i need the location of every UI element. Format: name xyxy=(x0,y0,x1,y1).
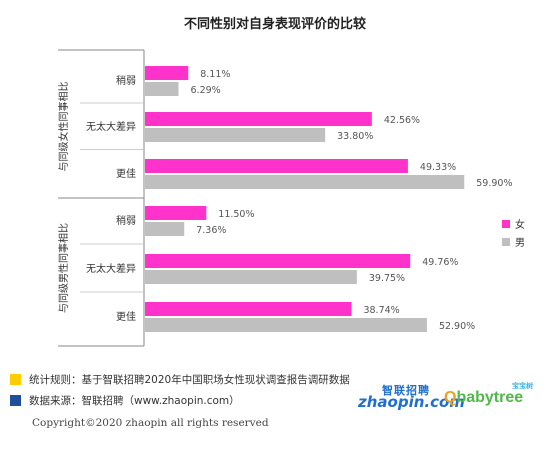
stat-rule-text: 统计规则：基于智联招聘2020年中国职场女性现状调查报告调研数据 xyxy=(29,374,350,386)
babytree-logo-cn: 宝宝树 xyxy=(512,382,533,390)
data-label: 7.36% xyxy=(196,225,226,236)
category-label: 稍弱 xyxy=(116,214,136,227)
category-label: 更佳 xyxy=(116,167,136,180)
chart-title: 不同性别对自身表现评价的比较 xyxy=(184,16,366,32)
legend: 女男 xyxy=(502,218,525,249)
zhaopin-logo-cn: 智联招聘 xyxy=(382,384,430,397)
group-label-1: 与同级女性同事相比 xyxy=(57,82,70,172)
bar-female xyxy=(145,112,372,126)
footer-stat-rule: 统计规则：基于智联招聘2020年中国职场女性现状调查报告调研数据 xyxy=(10,372,350,387)
data-label: 42.56% xyxy=(384,115,420,126)
bar-male xyxy=(145,175,465,189)
data-label: 52.90% xyxy=(439,321,475,332)
legend-label: 女 xyxy=(515,218,525,231)
bar-female xyxy=(145,159,408,173)
babytree-mark-icon: Q xyxy=(444,389,457,406)
bar-male xyxy=(145,128,326,142)
babytree-logo-en: Qbabytree xyxy=(444,389,523,407)
plot-area: 与同级女性同事相比 稍弱8.11%6.29%无太大差异42.56%33.80%更佳… xyxy=(57,49,513,347)
stat-rule-marker xyxy=(10,374,21,385)
bar-female xyxy=(145,302,352,316)
legend-swatch xyxy=(502,238,510,246)
category-label: 无太大差异 xyxy=(86,120,136,133)
data-label: 8.11% xyxy=(200,69,230,80)
bar-male xyxy=(145,270,357,284)
bar-male xyxy=(145,82,179,96)
group-label-2: 与同级男性同事相比 xyxy=(57,223,70,313)
category-label: 更佳 xyxy=(116,310,136,323)
legend-label: 男 xyxy=(515,237,525,249)
babytree-logo-text: babytree xyxy=(456,389,524,406)
data-label: 49.76% xyxy=(422,257,458,268)
source-text: 数据来源：智联招聘（www.zhaopin.com） xyxy=(29,395,240,407)
source-marker xyxy=(10,395,21,406)
bar-female xyxy=(145,254,411,268)
data-label: 33.80% xyxy=(337,131,373,142)
data-label: 49.33% xyxy=(420,162,456,173)
category-label: 无太大差异 xyxy=(86,262,136,275)
footer-source: 数据来源：智联招聘（www.zhaopin.com） xyxy=(10,393,240,408)
data-label: 59.90% xyxy=(476,178,512,189)
category-label: 稍弱 xyxy=(116,74,136,87)
zhaopin-logo: 智联招聘 zhaopin.com xyxy=(358,383,465,411)
data-label: 38.74% xyxy=(363,305,399,316)
data-label: 39.75% xyxy=(369,273,405,284)
zhaopin-logo-en: zhaopin.com xyxy=(358,393,465,411)
bar-male xyxy=(145,318,427,332)
bar-female xyxy=(145,66,189,80)
data-label: 6.29% xyxy=(191,85,221,96)
bar-female xyxy=(145,206,207,220)
legend-swatch xyxy=(502,220,510,228)
bar-male xyxy=(145,222,185,236)
babytree-logo: 宝宝树 Qbabytree xyxy=(444,382,540,409)
data-label: 11.50% xyxy=(218,209,254,220)
copyright: Copyright©2020 zhaopin all rights reserv… xyxy=(32,417,269,429)
